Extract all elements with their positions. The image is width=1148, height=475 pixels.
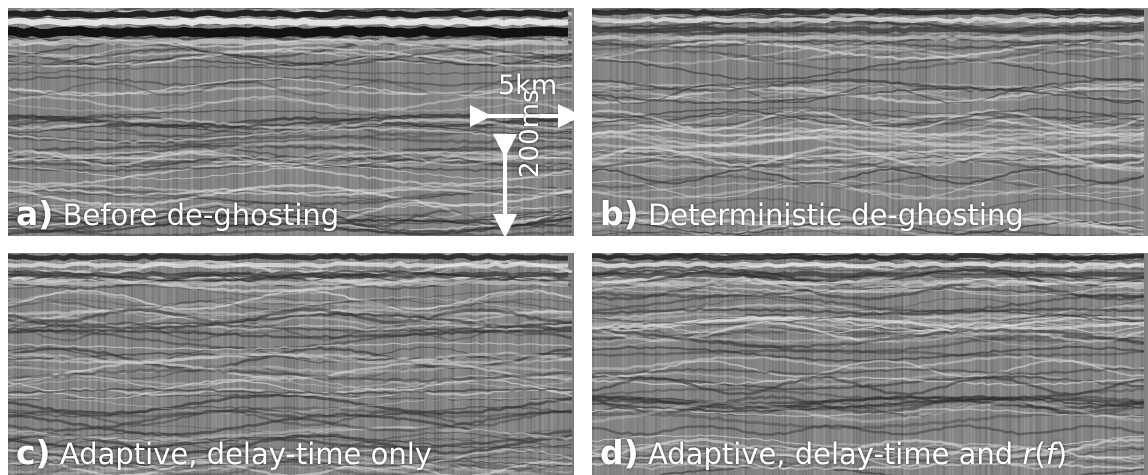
panel-d-label: d) Adaptive, delay-time and r(f) — [600, 436, 1067, 469]
panel-c-letter: c) — [16, 433, 51, 472]
panel-c: c) Adaptive, delay-time only — [8, 253, 574, 475]
panel-d-letter: d) — [600, 433, 639, 472]
panel-a: a) Before de-ghosting — [8, 8, 574, 236]
panel-b-letter: b) — [600, 194, 639, 233]
seismic-section-a — [8, 8, 574, 236]
panel-d-caption-r: r — [1022, 437, 1035, 471]
panel-c-label: c) Adaptive, delay-time only — [16, 436, 432, 469]
panel-b-label: b) Deterministic de-ghosting — [600, 197, 1024, 230]
panel-b: b) Deterministic de-ghosting — [592, 8, 1148, 236]
panel-d: d) Adaptive, delay-time and r(f) — [592, 253, 1148, 475]
seismic-section-d — [592, 253, 1148, 475]
panel-d-caption-f: f — [1045, 437, 1056, 471]
seismic-section-c — [8, 253, 574, 475]
scale-bar — [470, 104, 580, 238]
panel-a-caption: Before de-ghosting — [62, 198, 340, 232]
seismic-section-b — [592, 8, 1148, 236]
panel-b-caption: Deterministic de-ghosting — [647, 198, 1024, 232]
panel-d-caption-suffix: ) — [1055, 437, 1068, 471]
panel-d-caption-open: ( — [1034, 437, 1046, 471]
panel-a-label: a) Before de-ghosting — [16, 197, 339, 230]
scale-horizontal-label: 5km — [498, 70, 558, 101]
scale-vertical-label: 200ms — [515, 89, 545, 179]
panel-d-caption: Adaptive, delay-time and — [647, 437, 1023, 471]
panel-a-letter: a) — [16, 194, 54, 233]
panel-c-caption: Adaptive, delay-time only — [59, 437, 432, 471]
